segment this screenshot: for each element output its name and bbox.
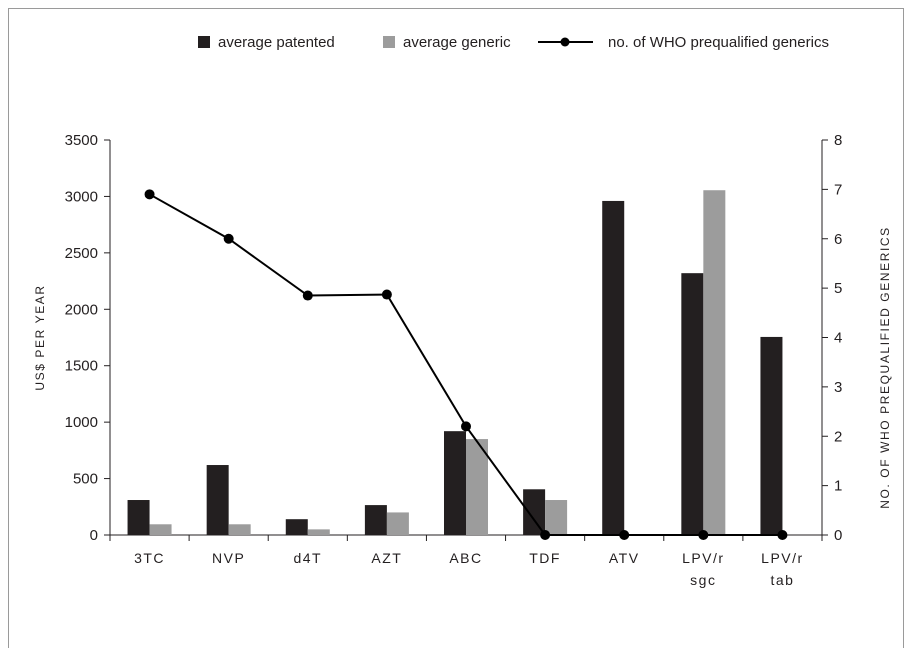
- bar-generic: [386, 512, 409, 535]
- y-tick-label: 1500: [65, 358, 98, 375]
- y2-tick-label: 4: [834, 330, 842, 347]
- legend-line-marker: [560, 37, 570, 47]
- bar-patented: [285, 519, 308, 535]
- chart-frame: [8, 8, 904, 648]
- x-tick-label: NVP: [212, 550, 245, 566]
- point-who-prequalified: [540, 530, 551, 540]
- y2-tick-label: 8: [834, 132, 842, 149]
- x-tick-label: sgc: [690, 572, 716, 588]
- y-tick-label: 2500: [65, 245, 98, 262]
- x-tick-label: ATV: [609, 550, 640, 566]
- legend-swatch-generic: [383, 36, 395, 48]
- bar-patented: [127, 500, 150, 535]
- bar-patented: [523, 489, 546, 535]
- x-tick-label: TDF: [529, 550, 561, 566]
- bar-patented: [760, 336, 783, 535]
- bar-patented: [602, 200, 625, 535]
- y2-tick-label: 3: [834, 379, 842, 396]
- x-tick-label: tab: [770, 572, 794, 588]
- bar-generic: [307, 529, 330, 535]
- x-tick-label: ABC: [449, 550, 482, 566]
- legend-label-generic: average generic: [403, 34, 511, 51]
- y2-tick-label: 5: [834, 280, 842, 297]
- y-tick-label: 3500: [65, 132, 98, 149]
- x-tick-label: AZT: [371, 550, 402, 566]
- legend-label-who: no. of WHO prequalified generics: [608, 34, 829, 51]
- combo-chart: average patented average generic no. of …: [33, 34, 892, 588]
- bar-patented: [206, 465, 229, 535]
- point-who-prequalified: [381, 289, 392, 300]
- x-tick-label: LPV/r: [682, 550, 725, 566]
- bar-patented: [681, 273, 704, 535]
- legend-swatch-patented: [198, 36, 210, 48]
- bar-generic: [703, 190, 726, 535]
- point-who-prequalified: [461, 421, 471, 432]
- y2-axis-title: NO. OF WHO PREQUALIFIED GENERICS: [878, 226, 892, 509]
- point-who-prequalified: [144, 189, 155, 200]
- bar-patented: [364, 505, 387, 535]
- point-who-prequalified: [223, 233, 234, 244]
- point-who-prequalified: [302, 290, 313, 301]
- bar-generic: [149, 524, 172, 535]
- y-tick-label: 3000: [65, 188, 98, 205]
- y-tick-label: 0: [90, 527, 98, 544]
- legend: average patented average generic no. of …: [198, 34, 829, 51]
- y-tick-label: 2000: [65, 301, 98, 318]
- bar-generic: [466, 439, 488, 535]
- y-tick-label: 500: [73, 471, 98, 488]
- y2-tick-label: 7: [834, 181, 842, 198]
- legend-label-patented: average patented: [218, 34, 335, 51]
- bar-generic: [228, 524, 251, 535]
- y2-tick-label: 6: [834, 231, 842, 248]
- x-tick-label: LPV/r: [761, 550, 804, 566]
- point-who-prequalified: [777, 530, 788, 540]
- y2-tick-label: 0: [834, 527, 842, 544]
- bar-generic: [545, 500, 568, 535]
- point-who-prequalified: [619, 530, 630, 540]
- x-tick-label: 3TC: [134, 550, 165, 566]
- point-who-prequalified: [698, 530, 709, 540]
- y-axis-title: US$ PER YEAR: [33, 284, 47, 390]
- y2-tick-label: 1: [834, 478, 842, 495]
- x-tick-label: d4T: [293, 550, 322, 566]
- y2-tick-label: 2: [834, 428, 842, 445]
- y-tick-label: 1000: [65, 414, 98, 431]
- bar-patented: [444, 431, 466, 535]
